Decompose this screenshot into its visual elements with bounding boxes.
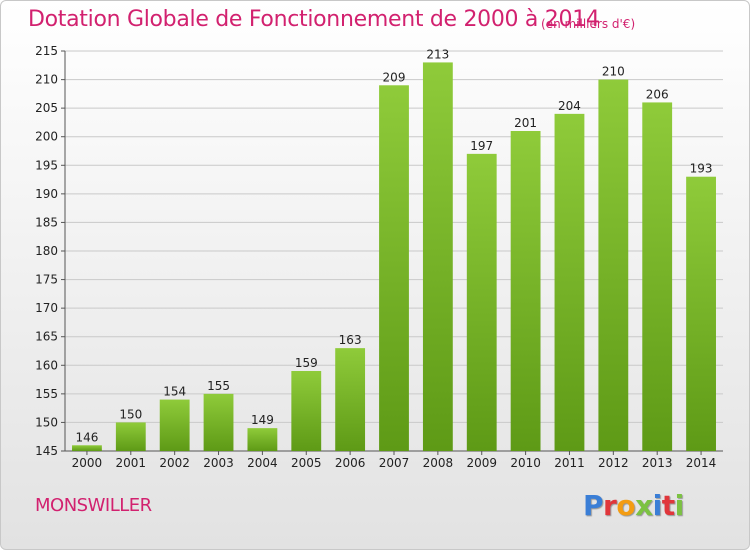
logo-letter: o bbox=[616, 489, 636, 522]
labels: 146 150 154 155 149 159 163 209 213 197 201 204 210 2… bbox=[75, 47, 712, 444]
bar-2012 bbox=[598, 79, 629, 452]
bars bbox=[72, 62, 716, 452]
y-tick-label: 210 bbox=[35, 73, 58, 87]
logo-letter: P bbox=[583, 489, 604, 522]
y-tick-label: 195 bbox=[35, 158, 58, 172]
axes: 145 150 155 160 165 170 175 180 185 190 195 200 205 2… bbox=[35, 44, 723, 470]
bar-value-label: 150 bbox=[119, 407, 142, 421]
x-tick-label: 2013 bbox=[642, 456, 673, 470]
bar-2010 bbox=[510, 131, 541, 451]
y-tick-label: 215 bbox=[35, 44, 58, 58]
x-tick-label: 2004 bbox=[247, 456, 278, 470]
y-tick-label: 160 bbox=[35, 358, 58, 372]
bar-value-label: 146 bbox=[75, 430, 98, 444]
bar-value-label: 213 bbox=[426, 47, 449, 61]
bar-value-label: 163 bbox=[339, 333, 362, 347]
y-tick-label: 190 bbox=[35, 187, 58, 201]
y-tick-label: 185 bbox=[35, 215, 58, 229]
x-tick-label: 2006 bbox=[335, 456, 366, 470]
y-tick-label: 205 bbox=[35, 101, 58, 115]
logo-letter: i bbox=[652, 489, 663, 522]
x-tick-label: 2007 bbox=[379, 456, 410, 470]
chart-title: Dotation Globale de Fonctionnement de 20… bbox=[28, 7, 600, 32]
bar-value-label: 149 bbox=[251, 413, 274, 427]
x-tick-label: 2009 bbox=[466, 456, 497, 470]
bar-2002 bbox=[159, 399, 190, 451]
logo-letter: x bbox=[635, 489, 653, 522]
bar-2000 bbox=[72, 445, 102, 451]
x-tick-label: 2005 bbox=[291, 456, 322, 470]
bar-value-label: 159 bbox=[295, 356, 318, 370]
y-tick-label: 175 bbox=[35, 273, 58, 287]
x-tick-label: 2008 bbox=[423, 456, 454, 470]
logo-letter: i bbox=[674, 489, 685, 522]
bar-2006 bbox=[335, 348, 366, 451]
proxiti-logo: Proxiti bbox=[583, 489, 684, 522]
chart-subtitle: (en milliers d'€) bbox=[541, 17, 636, 31]
bar-value-label: 154 bbox=[163, 385, 186, 399]
y-tick-label: 180 bbox=[35, 244, 58, 258]
bar-value-label: 206 bbox=[646, 87, 669, 101]
y-tick-label: 155 bbox=[35, 387, 58, 401]
y-tick-label: 170 bbox=[35, 301, 58, 315]
bar-2004 bbox=[247, 428, 278, 451]
bar-value-label: 201 bbox=[514, 116, 537, 130]
x-tick-label: 2012 bbox=[598, 456, 629, 470]
x-tick-label: 2014 bbox=[686, 456, 717, 470]
commune-name: MONSWILLER bbox=[35, 495, 152, 516]
x-tick-label: 2000 bbox=[72, 456, 103, 470]
x-tick-label: 2002 bbox=[159, 456, 190, 470]
bar-value-label: 197 bbox=[470, 139, 493, 153]
y-tick-label: 165 bbox=[35, 330, 58, 344]
bar-2001 bbox=[115, 422, 146, 451]
x-tick-label: 2001 bbox=[116, 456, 147, 470]
bar-value-label: 210 bbox=[602, 65, 625, 79]
bar-2011 bbox=[554, 113, 585, 451]
logo-letter: r bbox=[603, 489, 617, 522]
bar-2005 bbox=[291, 371, 322, 451]
bar-value-label: 193 bbox=[690, 162, 713, 176]
bar-2007 bbox=[379, 85, 409, 452]
x-tick-label: 2011 bbox=[554, 456, 585, 470]
bar-2003 bbox=[203, 393, 234, 451]
bar-2014 bbox=[686, 176, 716, 451]
bar-2009 bbox=[466, 153, 497, 451]
y-tick-label: 150 bbox=[35, 415, 58, 429]
y-tick-label: 145 bbox=[35, 444, 58, 458]
bar-2013 bbox=[642, 102, 673, 451]
bar-value-label: 209 bbox=[383, 70, 406, 84]
x-tick-label: 2010 bbox=[510, 456, 541, 470]
logo-letter: t bbox=[661, 489, 675, 522]
bar-value-label: 204 bbox=[558, 99, 581, 113]
bar-2008 bbox=[422, 62, 453, 452]
x-tick-label: 2003 bbox=[203, 456, 234, 470]
bar-value-label: 155 bbox=[207, 379, 230, 393]
y-tick-label: 200 bbox=[35, 130, 58, 144]
